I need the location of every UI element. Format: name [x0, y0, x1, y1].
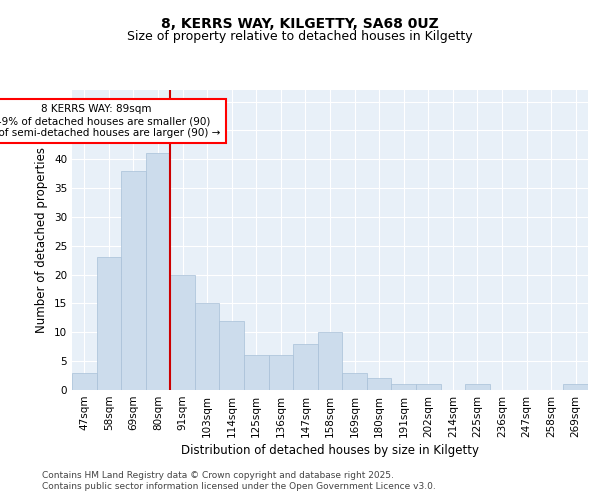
Bar: [72, 372, 97, 390]
Text: Contains HM Land Registry data © Crown copyright and database right 2025.: Contains HM Land Registry data © Crown c…: [42, 471, 394, 480]
Bar: [563, 384, 588, 390]
Bar: [367, 378, 391, 390]
Bar: [416, 384, 440, 390]
X-axis label: Distribution of detached houses by size in Kilgetty: Distribution of detached houses by size …: [181, 444, 479, 457]
Bar: [121, 171, 146, 390]
Bar: [220, 321, 244, 390]
Bar: [97, 258, 121, 390]
Bar: [195, 304, 220, 390]
Bar: [342, 372, 367, 390]
Text: Contains public sector information licensed under the Open Government Licence v3: Contains public sector information licen…: [42, 482, 436, 491]
Bar: [244, 356, 269, 390]
Bar: [318, 332, 342, 390]
Bar: [293, 344, 318, 390]
Bar: [391, 384, 416, 390]
Text: Size of property relative to detached houses in Kilgetty: Size of property relative to detached ho…: [127, 30, 473, 43]
Bar: [269, 356, 293, 390]
Bar: [465, 384, 490, 390]
Text: 8 KERRS WAY: 89sqm
← 49% of detached houses are smaller (90)
49% of semi-detache: 8 KERRS WAY: 89sqm ← 49% of detached hou…: [0, 104, 221, 138]
Y-axis label: Number of detached properties: Number of detached properties: [35, 147, 49, 333]
Text: 8, KERRS WAY, KILGETTY, SA68 0UZ: 8, KERRS WAY, KILGETTY, SA68 0UZ: [161, 18, 439, 32]
Bar: [146, 154, 170, 390]
Bar: [170, 274, 195, 390]
